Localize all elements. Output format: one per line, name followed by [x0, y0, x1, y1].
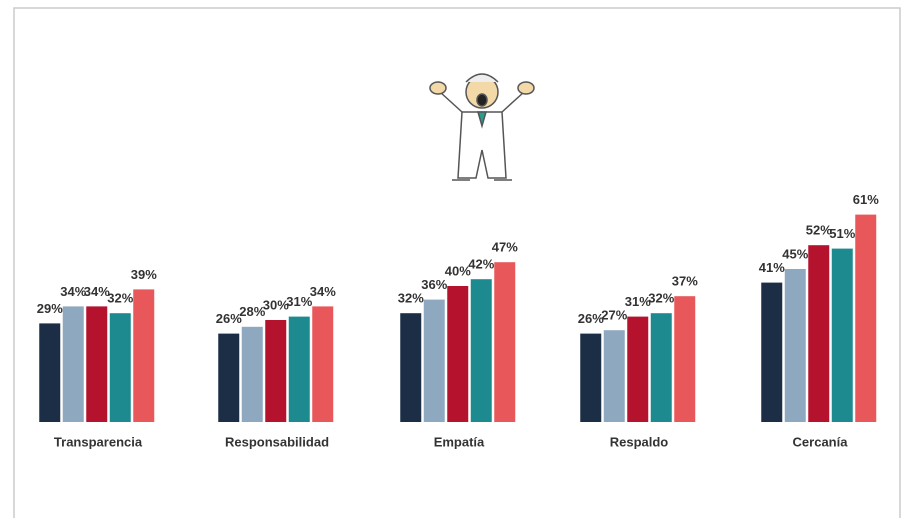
bar: [400, 313, 422, 422]
doctor-illustration: [429, 73, 535, 181]
bar: [62, 306, 84, 422]
data-label: 51%: [829, 226, 855, 241]
x-tick-label: Empatía: [434, 434, 485, 449]
data-label: 26%: [216, 311, 242, 326]
bar: [580, 333, 602, 422]
data-label: 36%: [421, 277, 447, 292]
data-label: 27%: [601, 308, 627, 323]
data-label: 52%: [806, 223, 832, 238]
x-tick-label: Respaldo: [610, 434, 669, 449]
bar: [808, 245, 830, 422]
data-label: 31%: [286, 294, 312, 309]
bar: [39, 323, 61, 422]
bar: [603, 330, 625, 422]
frame: [13, 7, 901, 518]
data-label: 45%: [782, 246, 808, 261]
bar: [831, 248, 853, 422]
bar: [855, 214, 877, 422]
bar: [494, 262, 516, 422]
bar: [674, 296, 696, 422]
bar: [312, 306, 334, 422]
x-tick-label: Cercanía: [793, 434, 849, 449]
bar: [423, 299, 445, 422]
x-tick-label: Transparencia: [54, 434, 143, 449]
data-label: 29%: [37, 301, 63, 316]
data-label: 28%: [239, 304, 265, 319]
bar: [218, 333, 240, 422]
bar: [447, 286, 469, 422]
data-label: 32%: [107, 291, 133, 306]
data-label: 47%: [492, 240, 518, 255]
bar: [241, 326, 263, 422]
data-label: 32%: [398, 291, 424, 306]
bar: [627, 316, 649, 422]
data-label: 37%: [672, 274, 698, 289]
data-label: 31%: [625, 294, 651, 309]
data-label: 32%: [648, 291, 674, 306]
data-label: 40%: [445, 263, 471, 278]
bar: [109, 313, 131, 422]
data-label: 34%: [84, 284, 110, 299]
bar: [133, 289, 155, 422]
bar: [288, 316, 310, 422]
bar: [86, 306, 108, 422]
x-tick-label: Responsabilidad: [225, 434, 329, 449]
data-label: 34%: [310, 284, 336, 299]
data-label: 42%: [468, 257, 494, 272]
data-label: 26%: [578, 311, 604, 326]
data-label: 39%: [131, 267, 157, 282]
bar: [650, 313, 672, 422]
data-label: 34%: [60, 284, 86, 299]
bar: [761, 282, 783, 422]
bar: [784, 269, 806, 422]
data-label: 41%: [759, 260, 785, 275]
bar: [265, 320, 287, 422]
bar: [470, 279, 492, 422]
data-label: 30%: [263, 297, 289, 312]
data-label: 61%: [853, 192, 879, 207]
